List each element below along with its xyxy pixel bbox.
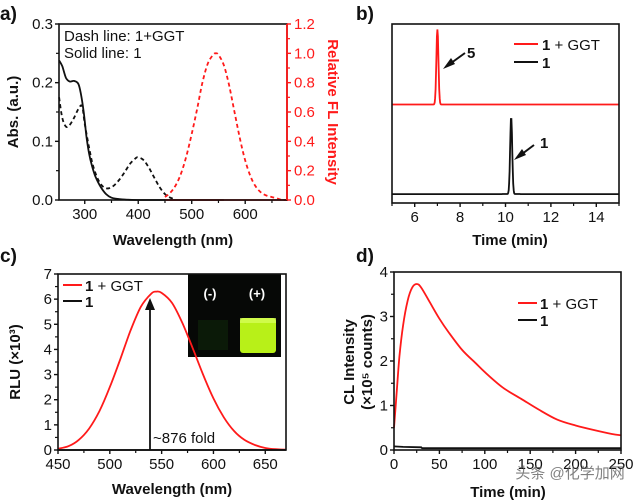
series-a-0 [58, 59, 224, 201]
a-right-ytick-label: 1.0 [294, 45, 315, 62]
fold-arrow [145, 298, 155, 450]
legend-label-1: 1 [542, 55, 550, 72]
series-b-1 [392, 118, 619, 195]
b-xtick-label: 10 [497, 209, 514, 226]
c-xtick-label: 450 [45, 456, 70, 473]
b-xtick-label: 12 [543, 209, 560, 226]
c-ytick-label: 4 [44, 341, 52, 358]
x-axis-label-d: Time (min) [470, 484, 546, 501]
c-ytick-label: 5 [44, 316, 52, 333]
d-ytick-label: 0 [380, 442, 388, 459]
b-xtick-label: 8 [456, 209, 464, 226]
c-xtick-label: 500 [97, 456, 122, 473]
c-ytick-label: 3 [44, 367, 52, 384]
vial-positive-glow [240, 318, 276, 353]
a-right-ytick-label: 0.2 [294, 163, 315, 180]
series-b-0 [392, 29, 619, 106]
c-ytick-label: 6 [44, 291, 52, 308]
legend-label-1-ggt: 1 + GGT [542, 37, 600, 54]
inset-photo: (-) (+) [188, 274, 281, 357]
panel-label-b: b) [356, 4, 374, 25]
a-right-ytick-label: 0.8 [294, 75, 315, 92]
c-xtick-label: 650 [253, 456, 278, 473]
inset-label-positive: (+) [249, 286, 265, 301]
legend-label-1-ggt-c: 1 + GGT [85, 278, 143, 295]
a-right-ytick-label: 1.2 [294, 16, 315, 33]
legend-label-1-ggt-d: 1 + GGT [540, 296, 598, 313]
x-axis-label-a: Wavelength (nm) [113, 232, 233, 249]
legend-c: 1 + GGT 1 [63, 278, 143, 311]
c-ytick-label: 1 [44, 417, 52, 434]
legend-label-1-d: 1 [540, 313, 548, 330]
annotation-solid-line: Solid line: 1 [64, 45, 142, 62]
c-xtick-label: 550 [149, 456, 174, 473]
b-xtick-label: 6 [411, 209, 419, 226]
y-axis-label-right-a: Relative FL Intensity [324, 39, 341, 185]
a-xtick-label: 400 [126, 206, 151, 223]
vial-negative [198, 320, 228, 350]
a-xtick-label: 500 [179, 206, 204, 223]
c-xtick-label: 600 [201, 456, 226, 473]
panel-label-a: a) [0, 4, 17, 25]
a-ytick-label: 0.0 [32, 192, 53, 209]
y-axis-label-d-line1: CL Intensity [341, 319, 358, 405]
annotation-dash-line: Dash line: 1+GGT [64, 28, 184, 45]
panel-c: (-) (+) 450 500 550 600 650 0 1 2 3 4 5 6 7 ~876 fol… [7, 266, 287, 498]
y-axis-label-c: RLU (×10³) [7, 324, 24, 399]
annotation-label-1: 1 [540, 135, 548, 152]
d-ytick-label: 3 [380, 309, 388, 326]
panel-d: 0 50 100 150 200 250 0 1 2 3 4 1 + GGT 1 Time (min… [341, 264, 634, 501]
a-ytick-label: 0.1 [32, 133, 53, 150]
a-xtick-label: 300 [72, 206, 97, 223]
x-axis-label-c: Wavelength (nm) [112, 481, 232, 498]
panel-label-d: d) [356, 246, 374, 267]
c-ytick-label: 2 [44, 392, 52, 409]
series-d-1 [393, 445, 621, 450]
legend-b: 1 + GGT 1 [514, 37, 600, 72]
series-a-1 [58, 97, 176, 201]
series-d-0 [393, 283, 622, 437]
x-axis-label-b: Time (min) [472, 232, 548, 249]
annotation-label-5: 5 [467, 45, 475, 62]
c-ytick-label: 7 [44, 266, 52, 283]
a-xtick-label: 600 [233, 206, 258, 223]
annotation-fold: ~876 fold [153, 430, 215, 447]
d-xtick-label: 200 [563, 456, 588, 473]
a-right-ytick-label: 0.0 [294, 192, 315, 209]
annotation-arrow-5: 5 [443, 45, 475, 69]
series-a-2 [164, 52, 289, 201]
b-xtick-label: 14 [588, 209, 605, 226]
panel-b: 6 8 10 12 14 1 + GGT 1 5 1 Time (min) [391, 23, 620, 249]
d-xtick-label: 250 [608, 456, 633, 473]
panel-a: 300 400 500 600 0.0 0.1 0.2 0.3 0.0 0.2 0.4 0.6 0.8 1… [5, 16, 341, 249]
y-axis-label-a: Abs. (a.u.) [5, 76, 22, 149]
panel-label-c: c) [0, 246, 17, 267]
inset-label-negative: (-) [204, 286, 217, 301]
d-xtick-label: 0 [390, 456, 398, 473]
series-c-0 [57, 290, 287, 451]
d-ytick-label: 1 [380, 398, 388, 415]
a-right-ytick-label: 0.4 [294, 133, 315, 150]
a-right-ytick-label: 0.6 [294, 104, 315, 121]
watermark: 头条 @化学加网 [515, 465, 624, 482]
c-ytick-label: 0 [44, 442, 52, 459]
d-xtick-label: 50 [431, 456, 448, 473]
d-xtick-label: 100 [472, 456, 497, 473]
a-ytick-label: 0.3 [32, 16, 53, 33]
legend-label-1-c: 1 [85, 294, 93, 311]
vial-positive-meniscus [240, 318, 276, 323]
d-ytick-label: 2 [380, 353, 388, 370]
annotation-arrow-1: 1 [514, 135, 548, 160]
d-ytick-label: 4 [380, 264, 388, 281]
legend-d: 1 + GGT 1 [518, 296, 598, 330]
y-axis-label-d-line2: (×10⁵ counts) [359, 314, 376, 410]
d-xtick-label: 150 [518, 456, 543, 473]
a-ytick-label: 0.2 [32, 75, 53, 92]
